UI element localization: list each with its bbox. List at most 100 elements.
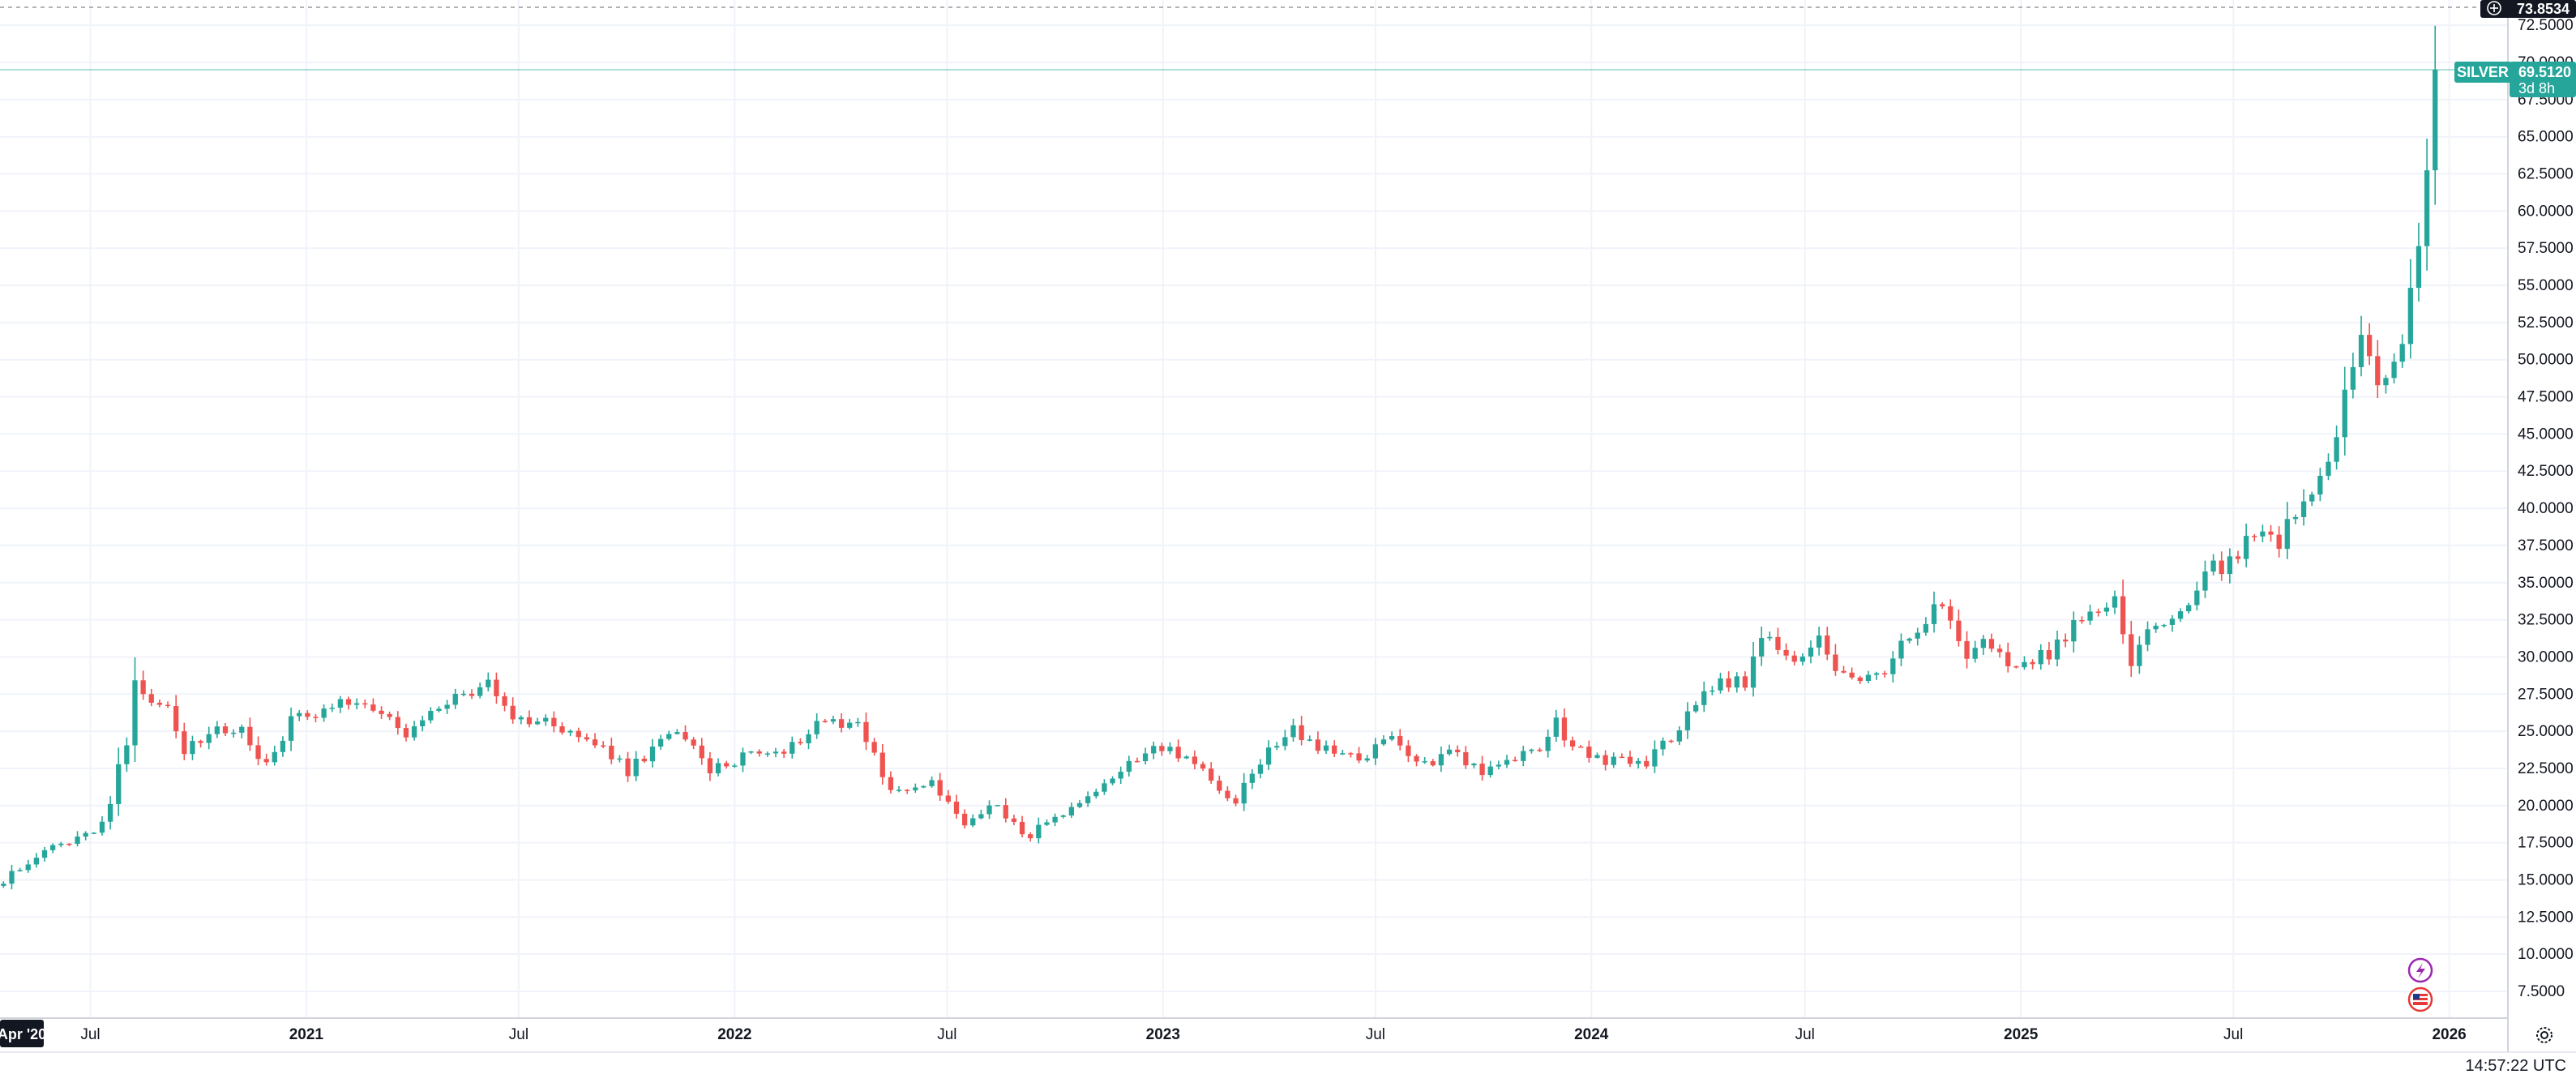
x-tick-label: Jul	[80, 1026, 100, 1043]
us-flag-event-icon[interactable]	[2407, 986, 2433, 1012]
candle	[411, 721, 417, 741]
candle	[2260, 524, 2266, 542]
candle-body	[1561, 717, 1568, 741]
candle	[222, 722, 229, 737]
y-tick-label: 30.0000	[2518, 648, 2574, 665]
candle	[806, 729, 811, 750]
candle-body	[970, 818, 976, 826]
candle-body	[1068, 807, 1075, 816]
candle-body	[1290, 725, 1296, 738]
candle	[1167, 742, 1173, 755]
candle-body	[83, 832, 88, 837]
candle-body	[748, 751, 754, 753]
candle	[896, 785, 902, 793]
candle-body	[1102, 783, 1107, 792]
candle-body	[1940, 604, 1945, 607]
candle	[1841, 665, 1846, 674]
candle-body	[953, 801, 960, 814]
candle	[740, 747, 746, 772]
candle-body	[2292, 516, 2299, 520]
candle-body	[781, 751, 787, 754]
candle-body	[239, 726, 245, 733]
candle-body	[789, 742, 795, 754]
candle	[370, 698, 376, 713]
candle	[830, 715, 837, 725]
candle-body	[2260, 531, 2266, 537]
candle	[1882, 670, 1888, 678]
candle	[2030, 659, 2035, 670]
candle	[444, 700, 450, 714]
candle-body	[1356, 753, 1362, 761]
lightning-event-icon[interactable]	[2407, 957, 2433, 983]
candle-body	[9, 871, 15, 884]
y-tick-label: 40.0000	[2518, 500, 2574, 517]
candle	[288, 707, 294, 751]
candle-body	[124, 745, 130, 764]
candle-body	[255, 745, 261, 760]
candle-body	[2358, 335, 2364, 367]
candle	[107, 796, 113, 830]
candle	[1816, 627, 1822, 656]
candle	[477, 682, 483, 699]
candle-body	[156, 702, 163, 705]
y-tick-label: 47.5000	[2518, 389, 2574, 406]
crosshair-plus-icon[interactable]	[2487, 1, 2501, 15]
candle	[764, 751, 771, 757]
utc-clock[interactable]: 14:57:22 UTC	[2465, 1057, 2566, 1075]
candle-body	[1414, 755, 1419, 762]
candle-body	[1775, 636, 1781, 650]
candle-body	[1808, 647, 1814, 657]
candle	[1463, 746, 1469, 769]
candle	[551, 711, 557, 733]
candle-body	[814, 721, 819, 734]
candle	[1611, 752, 1616, 768]
candle	[633, 751, 639, 781]
candle	[1676, 725, 1682, 746]
candle-body	[452, 694, 458, 705]
candle-body	[1265, 747, 1272, 765]
candle	[1692, 701, 1699, 713]
candle	[124, 737, 130, 772]
candle-body	[132, 680, 138, 746]
candle	[1307, 735, 1312, 742]
candle-body	[601, 745, 606, 747]
price-axis[interactable]: 7.5000 10.0000 12.5000 15.0000 17.5000 20.000…	[2518, 17, 2574, 1000]
candle-body	[666, 734, 672, 739]
x-tick-label: 2025	[2004, 1026, 2039, 1043]
candle-body	[305, 713, 310, 717]
candle	[1175, 739, 1181, 762]
candle-body	[1972, 648, 1978, 659]
settings-gear-icon[interactable]	[2536, 1027, 2552, 1043]
candle	[239, 724, 245, 738]
candle	[297, 710, 302, 721]
y-tick-label: 15.0000	[2518, 871, 2574, 888]
candle	[1537, 747, 1543, 752]
candle-body	[798, 742, 803, 743]
candle-body	[1825, 635, 1830, 655]
candle-body	[403, 728, 409, 738]
candle	[1397, 729, 1403, 751]
candle-body	[50, 845, 56, 850]
time-axis[interactable]: Jul 2021 Jul 2022 Jul 2023 Jul 2024 Jul 2025 Jul 20…	[80, 1026, 2466, 1043]
candle	[1652, 740, 1658, 773]
candle-body	[2129, 634, 2134, 666]
candle	[2300, 489, 2307, 526]
candle-body	[1060, 815, 1066, 817]
candle	[1890, 651, 1896, 683]
candle	[953, 794, 960, 819]
candle-body	[576, 730, 581, 738]
candle-body	[1849, 672, 1855, 678]
candle	[1209, 762, 1214, 784]
last-price-tag: 69.5120 3d 8h	[2510, 62, 2576, 97]
candle-body	[1668, 740, 1674, 742]
candle-body	[502, 695, 507, 706]
candle-body	[1816, 635, 1822, 648]
candle-body	[1463, 751, 1469, 766]
candle-body	[822, 721, 828, 722]
candle	[1569, 736, 1576, 751]
candle	[732, 763, 738, 768]
candle	[1873, 671, 1880, 680]
candle-body	[691, 739, 696, 746]
